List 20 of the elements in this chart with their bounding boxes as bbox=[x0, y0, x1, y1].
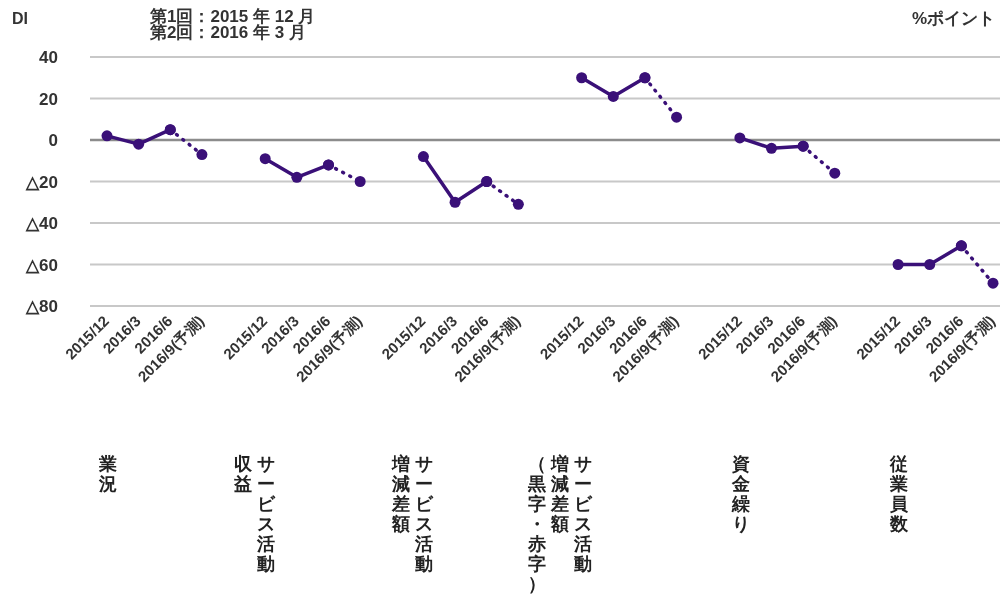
y-axis-title: DI bbox=[12, 10, 28, 27]
y-tick-label: 40 bbox=[39, 48, 58, 67]
text: サービス活動 bbox=[572, 454, 593, 574]
y-tick-label: △20 bbox=[25, 172, 58, 192]
text: 収益 bbox=[233, 454, 254, 494]
y-tick-label: △40 bbox=[25, 214, 58, 233]
text: 増減差額 bbox=[549, 453, 569, 534]
text: 従業員数 bbox=[889, 454, 910, 534]
text: サービス活動 bbox=[414, 454, 435, 574]
text: サービス活動 bbox=[256, 454, 277, 574]
text: 業況 bbox=[98, 454, 117, 494]
text: 増減差額 bbox=[391, 453, 411, 534]
text: %ポイント bbox=[911, 9, 995, 28]
y-tick-label: △60 bbox=[25, 255, 58, 275]
text: 第2回：2016 年 3 月 bbox=[149, 23, 306, 42]
text: 資金繰り bbox=[730, 454, 751, 534]
y-tick-label: 20 bbox=[39, 89, 58, 109]
text: （黒字・赤字） bbox=[526, 454, 547, 594]
y-tick-label: △80 bbox=[25, 297, 58, 316]
y-tick-label: 0 bbox=[48, 131, 58, 150]
